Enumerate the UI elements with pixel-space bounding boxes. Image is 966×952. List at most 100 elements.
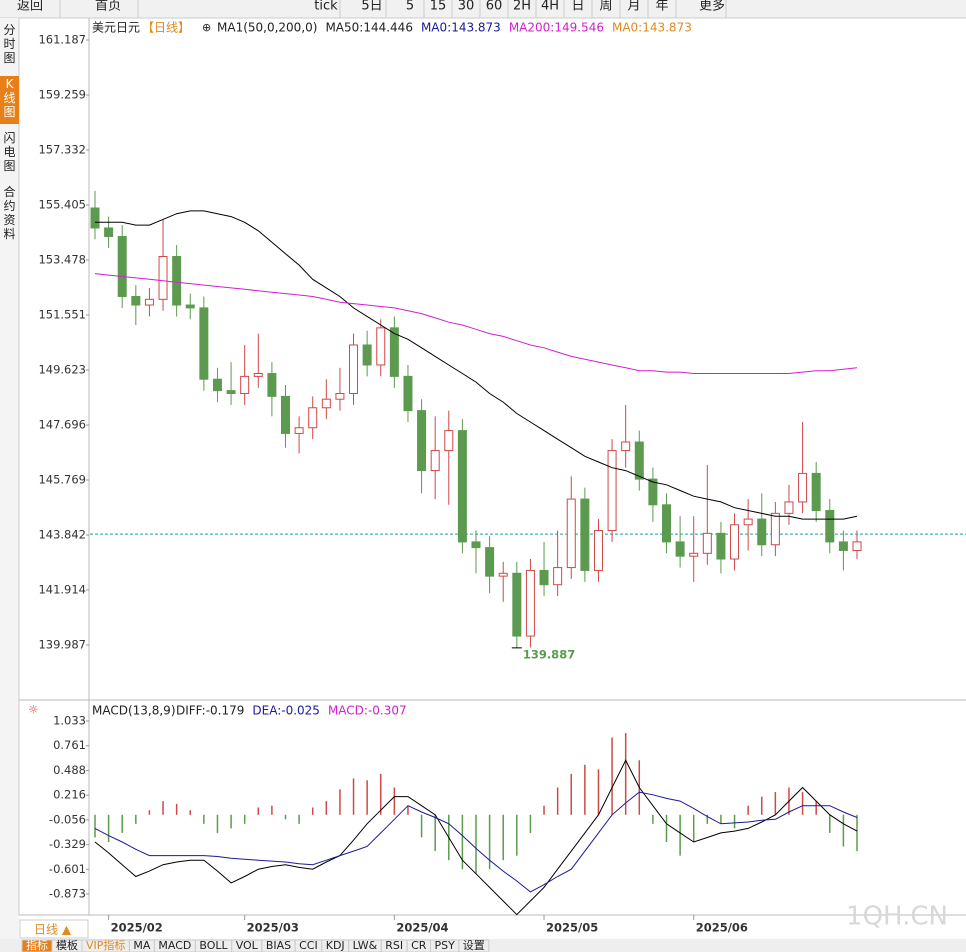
- toolbar-button[interactable]: 月: [627, 0, 640, 14]
- toolbar-button[interactable]: 4H: [541, 0, 559, 14]
- candle-body: [144, 298, 154, 306]
- indicator-tab[interactable]: BIAS: [266, 939, 291, 952]
- indicator-tab-bg[interactable]: [458, 939, 490, 952]
- indicator-tab[interactable]: KDJ: [326, 939, 345, 952]
- toolbar-bg: [0, 0, 966, 18]
- indicator-line: [95, 210, 858, 520]
- candle-body: [838, 541, 848, 551]
- candle-body: [512, 572, 522, 637]
- indicator-line: [94, 759, 858, 916]
- toolbar-button[interactable]: 日: [571, 0, 584, 14]
- side-tab[interactable]: 合约资料: [3, 184, 15, 241]
- candle-body: [158, 256, 168, 300]
- legend-item: MA1(50,0,200,0): [217, 21, 317, 35]
- toolbar-button[interactable]: 2H: [513, 0, 531, 14]
- candle-body: [553, 567, 563, 586]
- candle-body: [825, 510, 835, 543]
- side-tab[interactable]: 分时图: [3, 23, 15, 65]
- indicator-tab[interactable]: BOLL: [199, 939, 228, 952]
- indicator-tab[interactable]: 设置: [463, 939, 485, 952]
- legend-icon: ⊕: [202, 21, 211, 34]
- candle-body: [689, 552, 699, 557]
- side-tab[interactable]: 闪电图: [3, 131, 15, 173]
- y-tick-label: -0.873: [49, 887, 86, 901]
- x-tick-label: 2025/03: [247, 921, 299, 935]
- indicator-tab[interactable]: VIP指标: [86, 938, 125, 952]
- toolbar-button[interactable]: 5日: [361, 0, 382, 14]
- y-tick-label: 0.216: [53, 788, 86, 802]
- toolbar-button[interactable]: 周: [599, 0, 612, 14]
- period-button-bg[interactable]: [19, 919, 89, 939]
- toolbar-button[interactable]: 年: [655, 0, 668, 14]
- legend-item: MA200:149.546: [509, 21, 604, 35]
- toolbar-button[interactable]: 返回: [17, 0, 43, 14]
- candle-body: [335, 393, 345, 400]
- indicator-tab[interactable]: CCI: [299, 939, 318, 952]
- indicator-tab[interactable]: MA: [133, 939, 150, 952]
- indicator-tab[interactable]: VOL: [236, 939, 259, 952]
- candle-body: [403, 375, 413, 412]
- toolbar-button[interactable]: 60: [486, 0, 503, 14]
- y-tick-label: 143.842: [38, 527, 86, 541]
- candle-body: [485, 547, 495, 577]
- candle-body: [798, 472, 808, 503]
- candle-body: [593, 529, 603, 571]
- candle-body: [131, 295, 141, 306]
- settings-icon[interactable]: ☼: [28, 703, 39, 717]
- candle-body: [539, 569, 549, 586]
- toolbar-button[interactable]: tick: [314, 0, 338, 14]
- legend-item: MA0:143.873: [421, 21, 501, 35]
- indicator-tab[interactable]: LW&: [353, 939, 378, 952]
- candle-body: [457, 430, 467, 543]
- period-button[interactable]: 日线 ▲: [34, 923, 72, 937]
- candle-body: [730, 524, 740, 560]
- side-tab[interactable]: K 线图: [3, 77, 15, 119]
- y-tick-label: 157.332: [38, 143, 86, 157]
- legend-item: DIFF:-0.179: [176, 704, 244, 718]
- indicator-line: [94, 273, 858, 374]
- legend-item: MA0:143.873: [612, 21, 692, 35]
- toolbar-button[interactable]: 更多: [699, 0, 725, 14]
- candle-body: [702, 532, 712, 554]
- candle-body: [648, 478, 658, 506]
- legend-item: DEA:-0.025: [252, 704, 320, 718]
- toolbar-button[interactable]: 15: [430, 0, 447, 14]
- candle-body: [308, 407, 318, 429]
- legend-item: MACD:-0.307: [328, 704, 407, 718]
- candle-body: [417, 410, 427, 472]
- candle-body: [784, 501, 794, 514]
- y-tick-label: 145.769: [38, 472, 86, 486]
- candle-body: [226, 390, 236, 395]
- y-tick-label: 155.405: [38, 198, 86, 212]
- indicator-line: [94, 791, 858, 893]
- y-tick-label: -0.329: [49, 837, 86, 851]
- candle-body: [267, 373, 277, 397]
- candle-body: [525, 569, 535, 637]
- toolbar-button[interactable]: 30: [458, 0, 475, 14]
- toolbar-button[interactable]: 5: [406, 0, 414, 14]
- candle-body: [321, 398, 331, 409]
- candle-body: [675, 541, 685, 557]
- side-tab-active: [0, 76, 19, 124]
- indicator-tab[interactable]: MACD: [158, 939, 191, 952]
- indicator-tab[interactable]: PSY: [434, 939, 455, 952]
- candle-body: [430, 450, 440, 472]
- candle-body: [852, 541, 862, 551]
- y-tick-label: -0.601: [49, 862, 86, 876]
- toolbar-button[interactable]: 首页: [95, 0, 121, 14]
- y-tick-label: 0.488: [53, 763, 86, 777]
- y-tick-label: 159.259: [38, 88, 86, 102]
- indicator-tab[interactable]: 模板: [56, 938, 78, 952]
- indicator-tab[interactable]: RSI: [385, 939, 403, 952]
- candle-body: [743, 518, 753, 526]
- candle-body: [212, 378, 222, 392]
- y-tick-label: 141.914: [38, 583, 86, 597]
- y-tick-label: 139.987: [38, 638, 86, 652]
- candle-body: [811, 472, 821, 512]
- candle-body: [199, 307, 209, 380]
- candle-body: [770, 512, 780, 546]
- indicator-tab[interactable]: 指标: [26, 938, 48, 952]
- candle-body: [362, 344, 372, 366]
- indicator-tab[interactable]: CR: [411, 939, 427, 952]
